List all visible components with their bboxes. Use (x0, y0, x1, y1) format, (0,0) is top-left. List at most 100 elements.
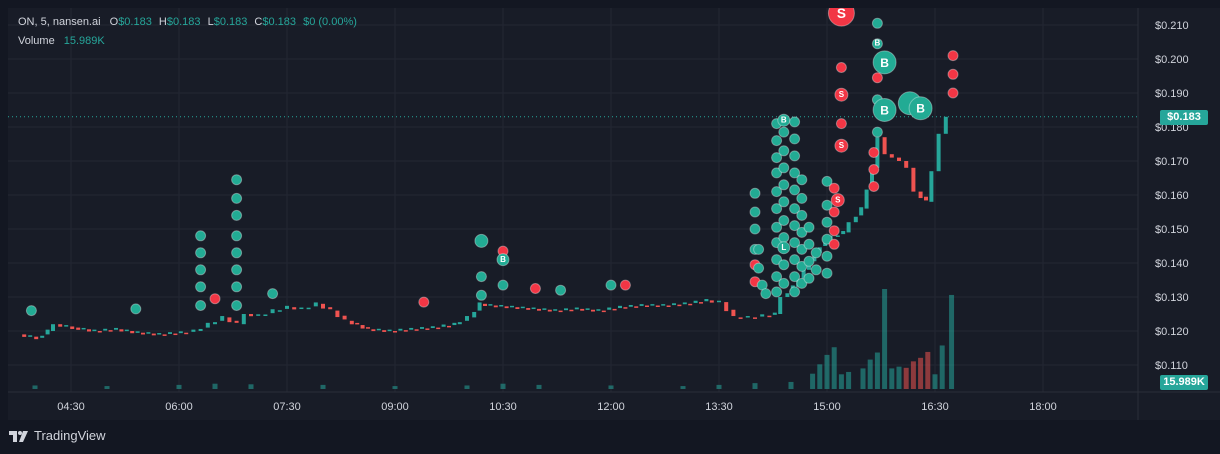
buy-bubble (821, 250, 833, 262)
candle (191, 329, 196, 332)
buy-bubble (796, 174, 808, 186)
candle (213, 322, 217, 325)
candle (767, 315, 772, 318)
time-tick-label: 12:00 (597, 401, 625, 413)
volume-bar (867, 359, 873, 389)
candle (130, 331, 135, 334)
candle (682, 302, 687, 305)
candle (558, 310, 563, 313)
candle (198, 328, 203, 331)
volume-label[interactable]: Volume (18, 35, 55, 47)
candle (499, 304, 504, 307)
bubble-label: B (880, 103, 889, 117)
candle (936, 133, 941, 172)
candle (864, 189, 869, 209)
buy-bubble (753, 243, 765, 255)
volume-bar (608, 385, 614, 389)
volume-bar (392, 386, 398, 389)
buy-bubble (803, 272, 815, 284)
candle (693, 300, 698, 303)
volume-bar (889, 368, 895, 389)
candle (472, 311, 477, 318)
sell-bubble (868, 147, 880, 158)
candle (623, 307, 628, 309)
buy-bubble (771, 221, 783, 233)
buy-bubble (749, 206, 761, 218)
candle (241, 314, 246, 325)
candle (28, 335, 33, 337)
candle (853, 216, 858, 223)
candle (70, 326, 75, 329)
tradingview-brand[interactable]: TradingView (34, 428, 106, 443)
candle (335, 310, 340, 318)
tradingview-logo-icon[interactable] (9, 429, 31, 443)
candle (81, 327, 86, 330)
candle (889, 154, 894, 158)
volume-bar (949, 294, 955, 389)
candle (349, 320, 354, 325)
candle (355, 322, 360, 325)
buy-bubble (778, 215, 790, 226)
buy-bubble (231, 192, 243, 204)
price-tick-label: $0.210 (1155, 20, 1189, 32)
candle (313, 302, 318, 307)
candle (785, 293, 790, 297)
buy-bubble (871, 38, 883, 50)
sell-bubble (947, 87, 959, 99)
candle (672, 303, 676, 306)
low-value: $0.183 (213, 16, 248, 28)
axes: $0.110 $0.120 $0.130 $0.140 $0.150 $0.160 $0.1… (8, 8, 1220, 420)
candle (321, 303, 325, 309)
bubble-label: B (781, 115, 787, 124)
candle (263, 314, 268, 317)
sell-bubble (828, 225, 840, 237)
candle (34, 336, 39, 340)
volume-bars (32, 289, 955, 389)
candle (841, 231, 846, 235)
volume-bar (824, 354, 830, 389)
buy-bubble (810, 264, 822, 276)
candle (387, 329, 392, 332)
bubble-label: S (839, 90, 845, 99)
volume-bar (752, 383, 758, 389)
volume-bar (536, 384, 542, 389)
buy-bubble (789, 237, 801, 249)
time-tick-label: 09:00 (381, 401, 409, 413)
candle (409, 327, 414, 330)
candle (92, 329, 97, 332)
time-tick-label: 04:30 (57, 401, 85, 413)
buy-bubble (778, 277, 790, 289)
close-key: C (254, 16, 263, 28)
buy-bubble (789, 254, 801, 266)
candle (493, 305, 498, 308)
candle (234, 320, 239, 323)
candle (277, 310, 282, 312)
candle (146, 332, 151, 334)
candle (688, 303, 693, 306)
buy-bubble (778, 162, 790, 174)
buy-bubble (821, 267, 833, 279)
buy-bubble (771, 167, 783, 179)
symbol-label[interactable]: ON, 5, nansen.ai (18, 16, 101, 28)
candle (904, 161, 909, 168)
buy-bubble (771, 271, 783, 283)
volume-bar (788, 381, 794, 389)
candle (897, 157, 901, 161)
buy-bubble (778, 232, 790, 243)
price-tick-label: $0.140 (1155, 258, 1189, 270)
candle (634, 306, 639, 308)
candle (87, 329, 91, 332)
candle (943, 116, 948, 134)
high-key: H (158, 16, 167, 28)
price-tick-label: $0.110 (1155, 360, 1188, 372)
candle (778, 297, 783, 314)
volume-bar (846, 371, 852, 389)
candle (650, 304, 655, 306)
candle (596, 309, 601, 311)
sell-bubble (871, 72, 883, 84)
candle (585, 308, 590, 310)
volume-bar (939, 345, 945, 389)
bubble-label: B (880, 56, 889, 70)
